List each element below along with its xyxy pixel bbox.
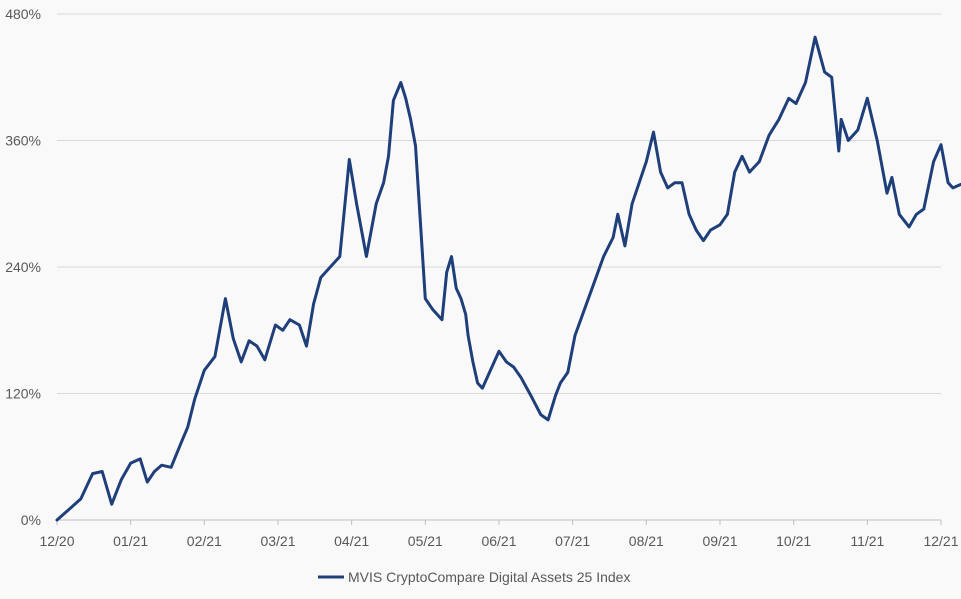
x-tick-label: 10/21	[776, 533, 811, 549]
series-lines	[55, 35, 961, 522]
x-tick-label: 07/21	[555, 533, 590, 549]
x-tick-label: 09/21	[702, 533, 737, 549]
x-tick-label: 12/20	[39, 533, 74, 549]
x-tick-label: 08/21	[629, 533, 664, 549]
gridlines	[57, 13, 941, 394]
legend-label: MVIS CryptoCompare Digital Assets 25 Ind…	[348, 569, 630, 585]
y-axis-tick-labels: 0% 120% 240% 360% 480%	[5, 6, 41, 528]
x-tick-label: 06/21	[481, 533, 516, 549]
y-tick-label: 120%	[5, 386, 41, 402]
x-tick-label: 11/21	[850, 533, 884, 549]
x-tick-label: 04/21	[334, 533, 369, 549]
y-tick-label: 0%	[21, 512, 41, 528]
x-tick-label: 12/21	[923, 533, 958, 549]
x-tick-label: 02/21	[187, 533, 222, 549]
axes	[56, 519, 942, 525]
x-axis-tick-labels: 12/20 01/21 02/21 03/21 04/21 05/21 06/21 07/21…	[39, 533, 958, 549]
y-tick-label: 480%	[5, 6, 41, 22]
x-tick-label: 03/21	[260, 533, 295, 549]
series-line	[55, 35, 961, 522]
legend: MVIS CryptoCompare Digital Assets 25 Ind…	[318, 569, 630, 585]
y-tick-label: 360%	[5, 133, 41, 149]
x-tick-label: 01/21	[113, 533, 148, 549]
x-tick-label: 05/21	[408, 533, 443, 549]
y-tick-label: 240%	[5, 259, 41, 275]
